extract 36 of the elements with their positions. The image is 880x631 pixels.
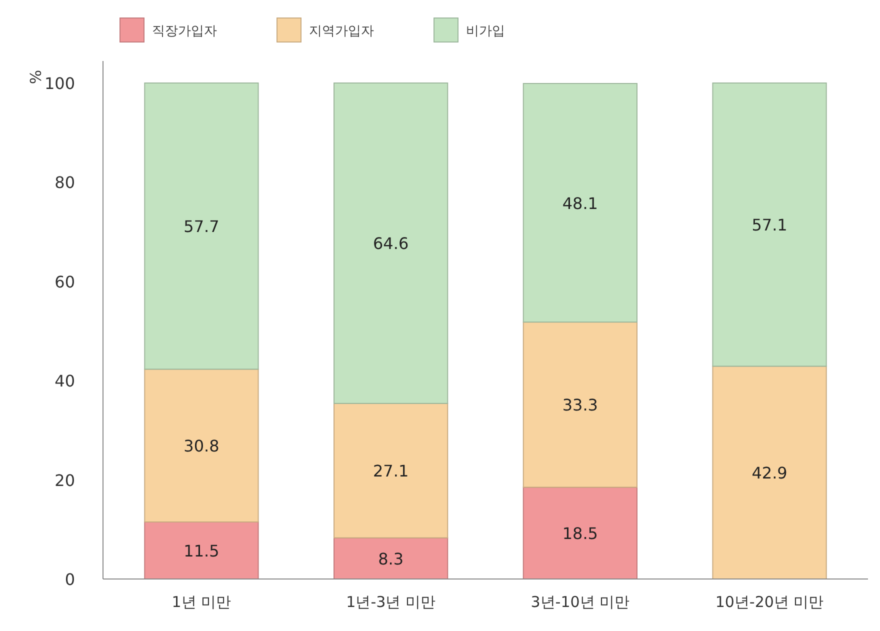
data-label: 42.9 bbox=[752, 464, 788, 483]
bar bbox=[144, 368, 259, 522]
bar bbox=[144, 82, 259, 370]
bar bbox=[334, 82, 448, 404]
y-tick-label: 100 bbox=[44, 74, 75, 93]
bar bbox=[522, 82, 638, 323]
data-label: 33.3 bbox=[562, 396, 598, 415]
legend-label: 직장가입자 bbox=[152, 24, 217, 39]
data-label: 64.6 bbox=[373, 234, 409, 254]
legend-label: 비가입 bbox=[466, 24, 505, 39]
y-tick-label: 60 bbox=[54, 272, 75, 292]
y-axis-title: % bbox=[26, 70, 44, 84]
bar bbox=[334, 537, 448, 580]
data-label: 57.7 bbox=[184, 217, 220, 236]
bar bbox=[144, 521, 259, 580]
data-label: 48.1 bbox=[562, 194, 598, 213]
data-label: 30.8 bbox=[184, 436, 220, 456]
legend-label: 지역가입자 bbox=[309, 24, 374, 39]
data-label: 8.3 bbox=[378, 549, 404, 568]
bar bbox=[712, 82, 827, 367]
bar bbox=[522, 322, 638, 488]
bar bbox=[712, 366, 827, 580]
x-tick-label: 3년-10년 미만 bbox=[530, 593, 630, 611]
data-label: 27.1 bbox=[373, 462, 409, 481]
data-label: 11.5 bbox=[184, 541, 220, 560]
data-label: 18.5 bbox=[562, 524, 598, 544]
y-tick-label: 20 bbox=[54, 470, 75, 490]
x-tick-label: 1년 미만 bbox=[172, 593, 232, 611]
bar bbox=[522, 486, 638, 580]
y-tick-label: 40 bbox=[54, 372, 75, 391]
bar bbox=[334, 402, 448, 538]
y-tick-label: 0 bbox=[64, 570, 75, 589]
x-tick-label: 10년-20년 미만 bbox=[715, 593, 824, 611]
data-label: 57.1 bbox=[752, 216, 788, 235]
x-tick-label: 1년-3년 미만 bbox=[346, 593, 436, 611]
y-tick-label: 80 bbox=[54, 173, 75, 192]
